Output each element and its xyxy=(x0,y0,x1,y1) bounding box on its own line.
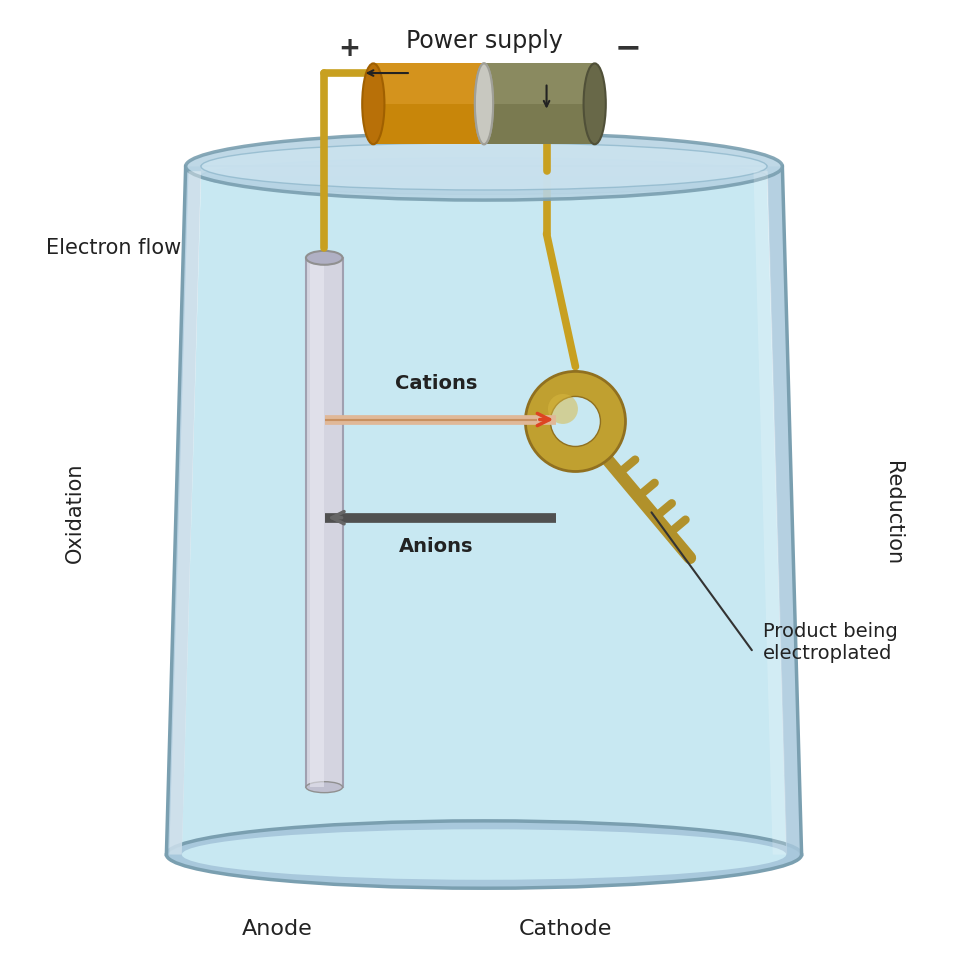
Text: Power supply: Power supply xyxy=(406,29,562,53)
Polygon shape xyxy=(484,64,594,104)
Text: Cations: Cations xyxy=(395,374,477,393)
Text: Reduction: Reduction xyxy=(883,461,903,565)
Polygon shape xyxy=(310,257,324,787)
Text: +: + xyxy=(338,36,360,62)
Text: Electron flow: Electron flow xyxy=(45,238,181,258)
Polygon shape xyxy=(753,171,787,855)
Ellipse shape xyxy=(551,397,600,446)
Ellipse shape xyxy=(201,143,767,190)
Ellipse shape xyxy=(362,64,384,144)
Polygon shape xyxy=(166,166,201,855)
Ellipse shape xyxy=(166,821,802,889)
Ellipse shape xyxy=(475,64,493,144)
Polygon shape xyxy=(374,64,484,104)
Ellipse shape xyxy=(584,64,606,144)
Ellipse shape xyxy=(201,158,767,195)
Polygon shape xyxy=(374,64,484,144)
Text: Oxidation: Oxidation xyxy=(65,463,85,563)
Ellipse shape xyxy=(526,372,625,471)
Text: Cathode: Cathode xyxy=(519,919,613,939)
Polygon shape xyxy=(169,171,201,855)
Text: −: − xyxy=(615,34,642,65)
Ellipse shape xyxy=(548,394,578,424)
Ellipse shape xyxy=(306,251,343,265)
Ellipse shape xyxy=(182,830,786,880)
Ellipse shape xyxy=(475,64,493,144)
Ellipse shape xyxy=(186,133,782,200)
Polygon shape xyxy=(182,176,786,855)
Ellipse shape xyxy=(306,782,343,793)
Ellipse shape xyxy=(182,821,786,889)
Polygon shape xyxy=(306,257,343,787)
Polygon shape xyxy=(767,166,802,855)
Polygon shape xyxy=(484,64,594,144)
Text: Product being
electroplated: Product being electroplated xyxy=(763,622,898,663)
Text: Anode: Anode xyxy=(242,919,313,939)
Text: Anions: Anions xyxy=(399,537,473,556)
